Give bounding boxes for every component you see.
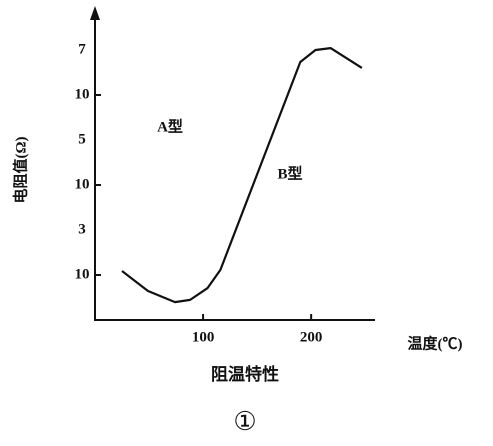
axis-arrow bbox=[90, 6, 100, 20]
x-axis-label: 温度(℃) bbox=[408, 334, 463, 352]
x-tick-label: 200 bbox=[300, 329, 323, 345]
axes bbox=[94, 12, 375, 321]
caption: 阻温特性 bbox=[211, 364, 279, 384]
annotation: A型 bbox=[157, 117, 183, 135]
line bbox=[121, 47, 363, 304]
y-tick-label: 10 bbox=[75, 86, 90, 102]
y-tick-exponent: 5 bbox=[78, 131, 86, 147]
annotation: B型 bbox=[277, 164, 302, 182]
y-tick-exponent: 3 bbox=[78, 221, 86, 237]
x-tick-label: 100 bbox=[192, 329, 215, 345]
y-tick-exponent: 7 bbox=[78, 41, 86, 57]
y-axis-label: 电阻值(Ω) bbox=[11, 136, 29, 203]
figure-number: ① bbox=[233, 407, 256, 436]
y-tick-label: 10 bbox=[75, 176, 90, 192]
y-tick-label: 10 bbox=[75, 266, 90, 282]
